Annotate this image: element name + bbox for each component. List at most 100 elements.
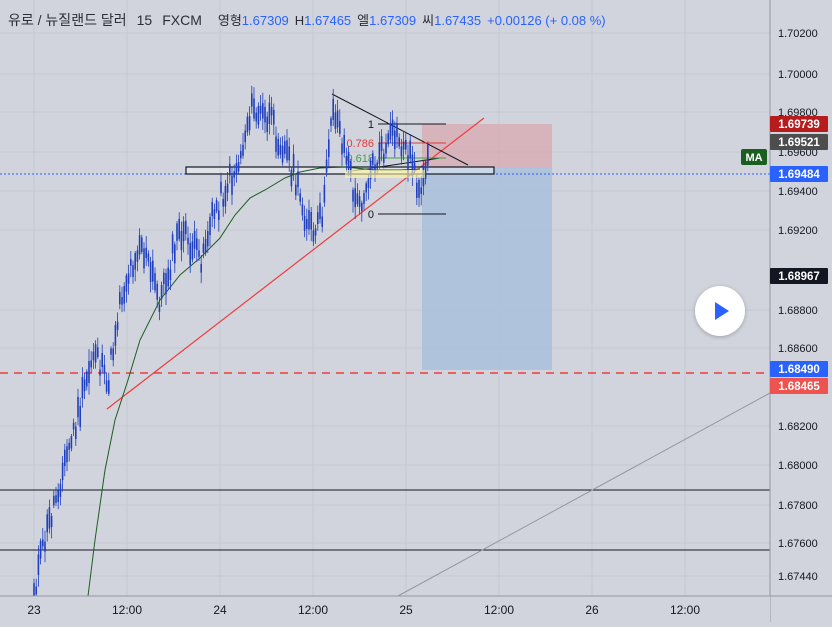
price-axis[interactable] (770, 0, 832, 622)
candle-body[interactable] (246, 116, 249, 133)
candle-body[interactable] (385, 142, 387, 154)
candle-body[interactable] (376, 162, 378, 169)
candle-body[interactable] (281, 145, 284, 163)
stop-loss-zone[interactable] (422, 124, 552, 168)
candle-body[interactable] (215, 200, 218, 212)
candle-body[interactable] (222, 199, 224, 207)
candle-body[interactable] (372, 153, 374, 165)
candle-body[interactable] (81, 376, 84, 399)
candle-body[interactable] (165, 273, 167, 295)
candle-body[interactable] (424, 161, 427, 179)
candle-body[interactable] (339, 121, 341, 134)
candle-body[interactable] (369, 160, 372, 180)
candle-body[interactable] (50, 515, 53, 527)
candle-body[interactable] (57, 490, 59, 503)
candle-body[interactable] (218, 210, 220, 220)
candle-body[interactable] (171, 234, 174, 254)
candle-body[interactable] (363, 193, 365, 205)
candle-body[interactable] (59, 483, 62, 497)
candle-body[interactable] (110, 348, 112, 355)
candle-body[interactable] (220, 181, 222, 194)
candle-body[interactable] (396, 122, 398, 138)
candle-body[interactable] (189, 243, 191, 265)
candle-body[interactable] (149, 261, 152, 282)
candle-body[interactable] (77, 396, 79, 418)
candle-body[interactable] (235, 163, 238, 175)
candle-body[interactable] (174, 244, 176, 264)
candle-body[interactable] (262, 103, 264, 119)
candle-body[interactable] (301, 204, 304, 216)
candle-body[interactable] (204, 238, 207, 254)
candle-body[interactable] (332, 98, 334, 120)
candle-body[interactable] (233, 171, 235, 178)
candle-body[interactable] (264, 106, 266, 123)
candle-body[interactable] (317, 212, 319, 225)
candle-body[interactable] (350, 160, 352, 176)
candle-body[interactable] (123, 286, 125, 304)
candle-body[interactable] (343, 134, 345, 153)
candle-body[interactable] (70, 436, 73, 449)
price-tag[interactable] (770, 378, 828, 394)
candle-body[interactable] (143, 248, 145, 269)
candle-body[interactable] (75, 426, 77, 440)
play-button[interactable] (695, 286, 745, 336)
candle-body[interactable] (319, 202, 321, 220)
candle-body[interactable] (328, 139, 330, 158)
candle-body[interactable] (160, 284, 163, 300)
candle-body[interactable] (37, 554, 40, 575)
candle-body[interactable] (182, 221, 185, 242)
candle-body[interactable] (389, 123, 392, 140)
price-tag[interactable] (770, 166, 828, 182)
candle-body[interactable] (147, 253, 150, 262)
candle-body[interactable] (158, 304, 161, 312)
candle-body[interactable] (378, 142, 381, 164)
candle-body[interactable] (391, 119, 394, 136)
candle-body[interactable] (99, 369, 101, 376)
candle-body[interactable] (374, 164, 376, 175)
candle-body[interactable] (361, 202, 363, 212)
candle-body[interactable] (321, 216, 323, 227)
candle-body[interactable] (367, 178, 370, 189)
candle-body[interactable] (295, 184, 297, 196)
candle-body[interactable] (400, 146, 403, 157)
candle-body[interactable] (211, 201, 213, 217)
candle-body[interactable] (213, 209, 216, 219)
symbol-name[interactable]: 유로 / 뉴질랜드 달러 (8, 12, 127, 28)
candle-body[interactable] (92, 351, 95, 361)
candle-body[interactable] (411, 154, 414, 177)
candle-body[interactable] (33, 583, 35, 605)
candle-body[interactable] (145, 247, 147, 258)
candle-body[interactable] (237, 161, 240, 172)
candle-body[interactable] (418, 180, 420, 198)
candle-body[interactable] (358, 196, 361, 207)
candle-body[interactable] (134, 253, 136, 270)
candle-body[interactable] (240, 151, 242, 159)
candle-body[interactable] (185, 220, 187, 235)
candle-body[interactable] (207, 231, 209, 247)
candle-body[interactable] (270, 107, 273, 116)
candle-body[interactable] (90, 360, 92, 368)
candle-body[interactable] (308, 210, 310, 230)
candle-body[interactable] (226, 183, 229, 193)
ma-badge[interactable] (741, 149, 767, 165)
candle-body[interactable] (290, 169, 293, 187)
candle-body[interactable] (86, 371, 88, 387)
candle-body[interactable] (61, 462, 64, 481)
candle-body[interactable] (152, 260, 154, 282)
candle-body[interactable] (244, 130, 246, 143)
candle-body[interactable] (66, 446, 68, 463)
candle-body[interactable] (191, 241, 194, 260)
candle-body[interactable] (72, 422, 75, 430)
candle-body[interactable] (42, 539, 44, 547)
candle-body[interactable] (116, 321, 119, 330)
candle-body[interactable] (178, 218, 180, 240)
candle-body[interactable] (64, 449, 66, 467)
candle-body[interactable] (229, 163, 231, 176)
candle-body[interactable] (306, 219, 308, 229)
candle-body[interactable] (141, 237, 143, 252)
candle-body[interactable] (180, 231, 183, 251)
candle-body[interactable] (336, 110, 339, 128)
candle-body[interactable] (402, 141, 405, 150)
candle-body[interactable] (268, 102, 271, 125)
candle-body[interactable] (198, 250, 200, 257)
